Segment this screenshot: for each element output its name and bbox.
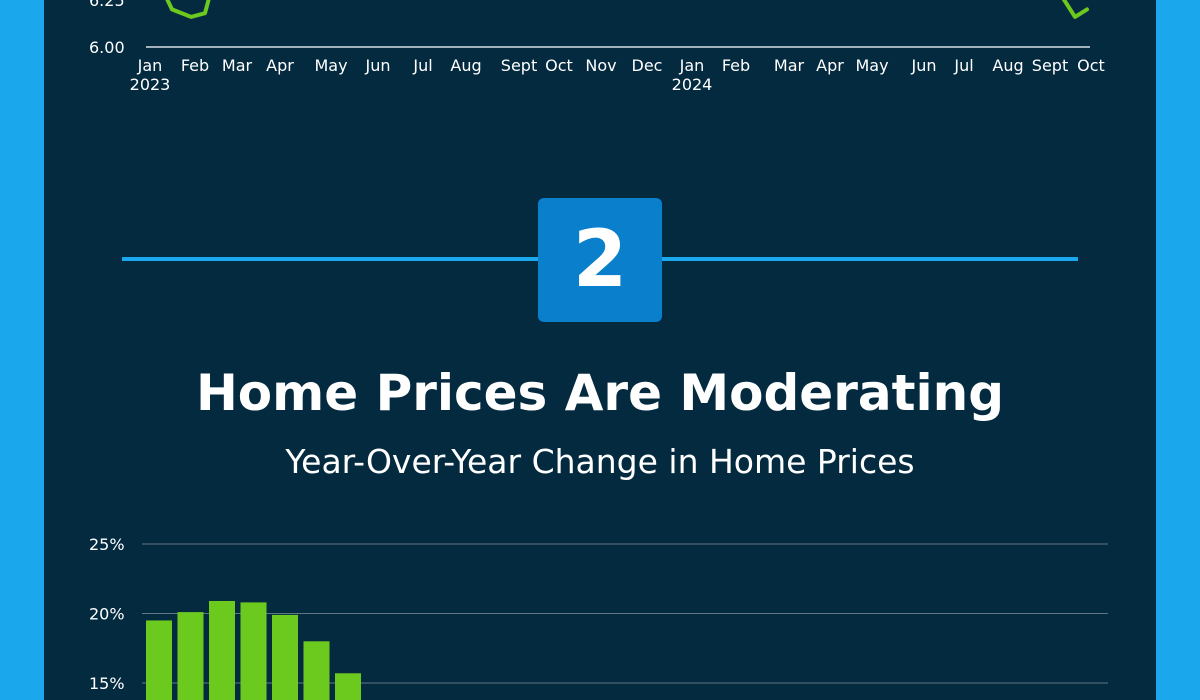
line-series-end-segment — [1061, 0, 1089, 19]
bar-y-tick-label: 25% — [89, 535, 125, 554]
bar — [335, 673, 361, 700]
section-subtitle: Year-Over-Year Change in Home Prices — [285, 442, 915, 481]
line-series-start-segment — [165, 0, 211, 19]
line-x-tick-label: Jul — [412, 56, 432, 75]
line-x-tick-label: May — [314, 56, 347, 75]
line-x-tick-label: Mar — [774, 56, 805, 75]
bar — [272, 614, 298, 700]
line-x-tick-year-label: 2024 — [672, 75, 713, 94]
section-title: Home Prices Are Moderating — [195, 364, 1005, 422]
infographic-panel — [44, 0, 1156, 700]
line-x-tick-label: Aug — [450, 56, 481, 75]
bar-series — [146, 600, 361, 700]
line-x-tick-label: Feb — [722, 56, 750, 75]
section-number-badge: 2 — [538, 198, 662, 322]
line-x-tick-label: Apr — [816, 56, 844, 75]
line-x-tick-label: Jan — [137, 56, 163, 75]
line-x-tick-label: Apr — [266, 56, 294, 75]
bar-chart: 25% 20% 15% — [89, 535, 1108, 700]
line-x-tick-label: Jan — [679, 56, 705, 75]
bar-gridlines — [142, 543, 1108, 684]
line-x-tick-label: Sept — [1032, 56, 1068, 75]
line-x-tick-label: Feb — [181, 56, 209, 75]
line-x-tick-label: Aug — [992, 56, 1023, 75]
bar — [177, 612, 204, 700]
bar — [303, 641, 330, 700]
line-x-tick-label: Dec — [632, 56, 663, 75]
line-x-tick-label: Jun — [365, 56, 391, 75]
bar — [240, 602, 267, 700]
bar-y-tick-label: 20% — [89, 605, 125, 624]
line-x-tick-label: Mar — [222, 56, 253, 75]
bar-y-tick-label: 15% — [89, 674, 125, 693]
line-y-tick-label: 6.25 — [89, 0, 125, 10]
line-x-tick-label: Oct — [545, 56, 573, 75]
line-x-tick-label: Jun — [911, 56, 937, 75]
line-x-tick-label: Jul — [953, 56, 973, 75]
bar — [209, 600, 235, 700]
line-x-tick-label: Sept — [501, 56, 537, 75]
line-x-tick-label: May — [855, 56, 888, 75]
bar-y-tick-labels: 25% 20% 15% — [89, 535, 125, 693]
line-x-tick-year-label: 2023 — [130, 75, 171, 94]
bar — [146, 620, 172, 700]
line-x-tick-label: Nov — [585, 56, 616, 75]
line-y-tick-label: 6.00 — [89, 38, 125, 57]
line-x-tick-label: Oct — [1077, 56, 1105, 75]
